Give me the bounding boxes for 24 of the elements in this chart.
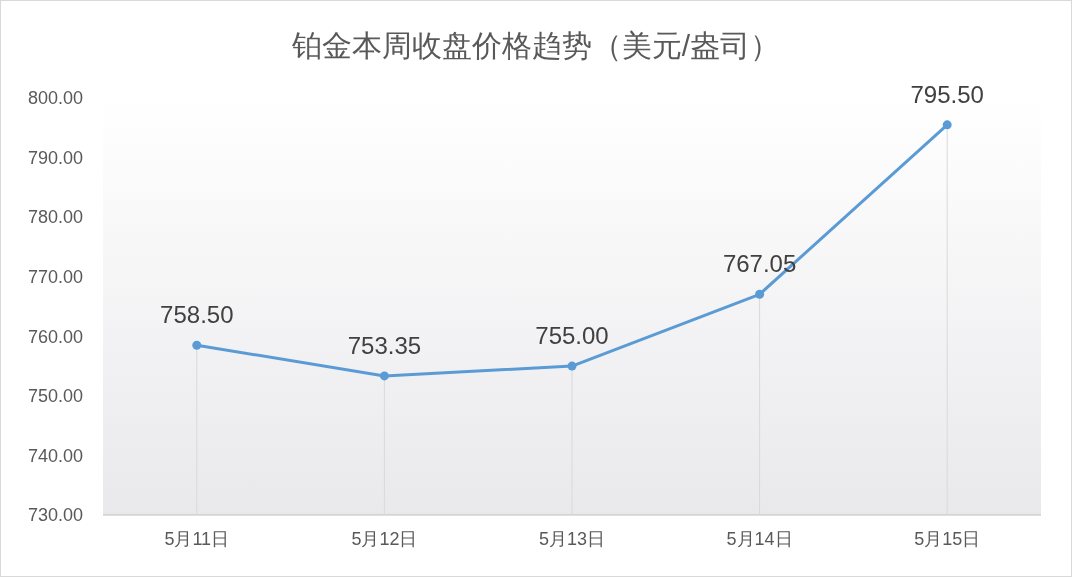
y-tick-label: 770.00 — [27, 267, 83, 288]
point — [567, 361, 577, 371]
y-tick-label: 780.00 — [27, 207, 83, 228]
x-tick-label: 5月12日 — [351, 529, 418, 549]
y-tick-label: 730.00 — [27, 505, 83, 526]
y-tick-label: 760.00 — [27, 326, 83, 347]
x-tick-label: 5月14日 — [726, 529, 793, 549]
x-tick-label: 5月11日 — [164, 529, 230, 549]
chart-title: 铂金本周收盘价格趋势（美元/盎司） — [290, 29, 781, 62]
y-tick-label: 740.00 — [27, 445, 83, 466]
point — [192, 340, 202, 350]
x-tick-label: 5月15日 — [914, 529, 981, 549]
point — [755, 289, 765, 299]
data-label: 758.50 — [160, 301, 234, 329]
data-label: 767.05 — [722, 250, 797, 278]
y-tick-label: 790.00 — [27, 147, 83, 168]
data-label: 753.35 — [347, 331, 422, 359]
x-tick-label: 5月13日 — [538, 529, 606, 549]
y-tick-label: 750.00 — [27, 386, 83, 407]
y-tick-label: 800.00 — [27, 88, 83, 109]
data-label: 755.00 — [535, 322, 609, 350]
data-label: 795.50 — [910, 80, 984, 108]
point — [379, 371, 389, 381]
point — [942, 120, 952, 130]
